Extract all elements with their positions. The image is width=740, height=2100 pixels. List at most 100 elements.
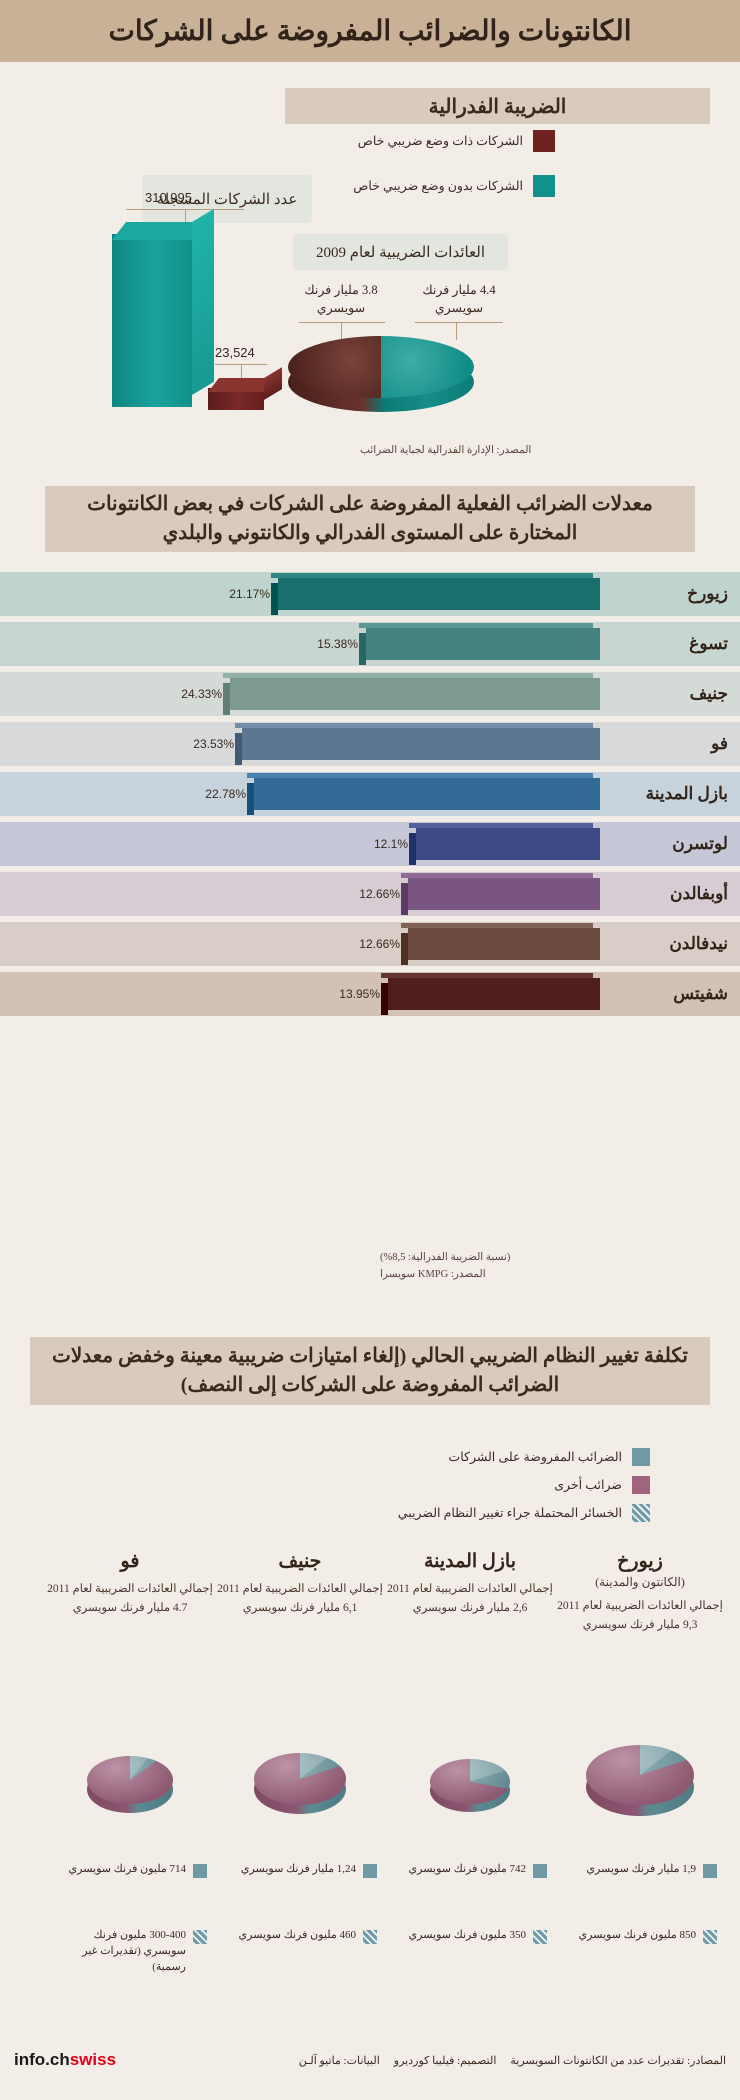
canton-bar xyxy=(223,673,600,715)
canton-total-value: 6,1 مليار فرنك سويسري xyxy=(242,1601,358,1614)
canton-bar-top xyxy=(359,623,593,628)
canton-name: جنيف xyxy=(689,684,728,703)
pie-callout-red-text: 3.8 مليار فرنك سويسري xyxy=(304,283,378,315)
square-swatch xyxy=(533,130,555,152)
canton-bar xyxy=(381,973,600,1015)
registered-companies-pill: عدد الشركات المسجلة xyxy=(142,175,312,223)
canton-bar-top xyxy=(381,973,593,978)
canton-corporate-item-1: 742 مليون فرنك سويسري xyxy=(397,1862,547,1878)
canton-pie-0 xyxy=(586,1745,694,1817)
tax-revenue-2009-pill: العائدات الضريبية لعام 2009 xyxy=(293,234,508,270)
canton-bar-face xyxy=(254,778,600,810)
canton-bar-top xyxy=(409,823,593,828)
pie-callout-tick-teal xyxy=(456,322,457,340)
canton-corporate-value: 714 مليون فرنك سويسري xyxy=(68,1863,186,1875)
legend-label: ضرائب أخرى xyxy=(554,1478,622,1492)
canton-bar-face xyxy=(230,678,600,710)
canton-bar-face xyxy=(366,628,600,660)
canton-bar-face xyxy=(242,728,600,760)
footer: المصادر: تقديرات عدد من الكانتونات السوي… xyxy=(0,2048,740,2072)
page-title-bar: الكانتونات والضرائب المفروضة على الشركات xyxy=(0,0,740,62)
canton-percent: 23.53% xyxy=(193,737,234,751)
canton-bar-side xyxy=(235,733,242,765)
canton-percent: 13.95% xyxy=(339,987,380,1001)
canton-loss-value: 350 مليون فرنك سويسري xyxy=(408,1929,526,1941)
canton-bar-side xyxy=(223,683,230,715)
canton-name: زيورخ xyxy=(687,584,728,603)
canton-column-name: جنيف xyxy=(278,1551,322,1572)
footer-data: البيانات: ماتيو آلـن xyxy=(298,2054,380,2067)
swissinfo-logo[interactable]: swiss info.ch xyxy=(14,2048,116,2072)
canton-percent: 12.66% xyxy=(359,887,400,901)
canton-loss-item-3: 300-400 مليون فرنك سويسري (تقديرات غير ر… xyxy=(57,1928,207,1976)
canton-corporate-item-3: 714 مليون فرنك سويسري xyxy=(57,1862,207,1878)
canton-corporate-value: 1,24 مليار فرنك سويسري xyxy=(240,1863,356,1875)
pie-callout-line-teal xyxy=(415,322,503,323)
pie-callout-red: 3.8 مليار فرنك سويسري xyxy=(286,282,396,317)
canton-column-3: فو إجمالي العائدات الضريبية لعام 2011 4.… xyxy=(45,1550,215,1616)
canton-bar-top xyxy=(271,573,593,578)
brand-first: swiss xyxy=(69,2050,117,2069)
brand-second: info.ch xyxy=(14,2050,70,2069)
square-swatch xyxy=(632,1476,650,1495)
canton-column-name: فو xyxy=(120,1551,140,1572)
canton-percent: 22.78% xyxy=(205,787,246,801)
canton-total-value: 2,6 مليار فرنك سويسري xyxy=(412,1601,528,1614)
canton-name: شفيتس xyxy=(673,984,728,1003)
table-row-7: نيدفالدن 12.66% xyxy=(0,922,740,966)
pie-callout-line-red xyxy=(299,322,385,323)
hatched-swatch xyxy=(703,1930,717,1944)
canton-total-label: إجمالي العائدات الضريبية لعام 2011 xyxy=(47,1583,213,1595)
table-row-1: تسوغ 15.38% xyxy=(0,622,740,666)
canton-bar xyxy=(247,773,600,815)
canton-bar-top xyxy=(235,723,593,728)
square-swatch xyxy=(632,1448,650,1467)
pie-callout-teal: 4.4 مليار فرنك سويسري xyxy=(404,282,514,317)
square-swatch xyxy=(533,175,555,197)
canton-bar xyxy=(235,723,600,765)
hatched-swatch xyxy=(193,1930,207,1944)
canton-pie-2 xyxy=(254,1753,346,1814)
canton-name: أوبفالدن xyxy=(669,884,728,903)
canton-pie-1 xyxy=(430,1759,510,1812)
canton-loss-value: 300-400 مليون فرنك سويسري (تقديرات غير ر… xyxy=(82,1929,186,1973)
canton-bar-side xyxy=(401,933,408,965)
canton-column-subtitle: (الكانتون والمدينة) xyxy=(595,1575,685,1589)
section2-source: المصدر: KMPG سويسرا xyxy=(380,1269,486,1280)
canton-corporate-value: 742 مليون فرنك سويسري xyxy=(408,1863,526,1875)
canton-loss-item-1: 350 مليون فرنك سويسري xyxy=(397,1928,547,1944)
section3-legend-item-1: ضرائب أخرى xyxy=(280,1476,650,1495)
square-swatch xyxy=(193,1864,207,1878)
canton-total-label: إجمالي العائدات الضريبية لعام 2011 xyxy=(217,1583,383,1595)
bar-3d-red xyxy=(208,367,282,410)
canton-bar-face xyxy=(278,578,600,610)
canton-loss-item-2: 460 مليون فرنك سويسري xyxy=(227,1928,377,1944)
canton-name: تسوغ xyxy=(689,634,728,653)
canton-bar-top xyxy=(401,923,593,928)
canton-bar xyxy=(409,823,600,865)
legend-label: الضرائب المفروضة على الشركات xyxy=(448,1450,622,1464)
canton-bar-side xyxy=(409,833,416,865)
canton-bar-face xyxy=(388,978,600,1010)
section1-source: المصدر: الإدارة الفدرالية لجباية الضرائب xyxy=(360,445,532,456)
canton-bar-top xyxy=(247,773,593,778)
canton-percent: 15.38% xyxy=(317,637,358,651)
canton-bar-side xyxy=(247,783,254,815)
footer-credits: المصادر: تقديرات عدد من الكانتونات السوي… xyxy=(299,2048,726,2072)
canton-column-0: زيورخ (الكانتون والمدينة) إجمالي العائدا… xyxy=(555,1550,725,1633)
canton-loss-value: 460 مليون فرنك سويسري xyxy=(238,1929,356,1941)
hatched-swatch xyxy=(533,1930,547,1944)
canton-loss-value: 850 مليون فرنك سويسري xyxy=(578,1929,696,1941)
bar-leader-tick-red xyxy=(241,364,242,382)
canton-bar-side xyxy=(359,633,366,665)
canton-percent: 12.66% xyxy=(359,937,400,951)
canton-bar-side xyxy=(381,983,388,1015)
canton-percent: 24.33% xyxy=(181,687,222,701)
table-row-5: لوتسرن 12.1% xyxy=(0,822,740,866)
table-row-0: زيورخ 21.17% xyxy=(0,572,740,616)
table-row-4: بازل المدينة 22.78% xyxy=(0,772,740,816)
canton-total-value: 4.7 مليار فرنك سويسري xyxy=(72,1601,188,1614)
canton-column-2: جنيف إجمالي العائدات الضريبية لعام 2011 … xyxy=(215,1550,385,1616)
canton-column-name: بازل المدينة xyxy=(423,1551,517,1572)
